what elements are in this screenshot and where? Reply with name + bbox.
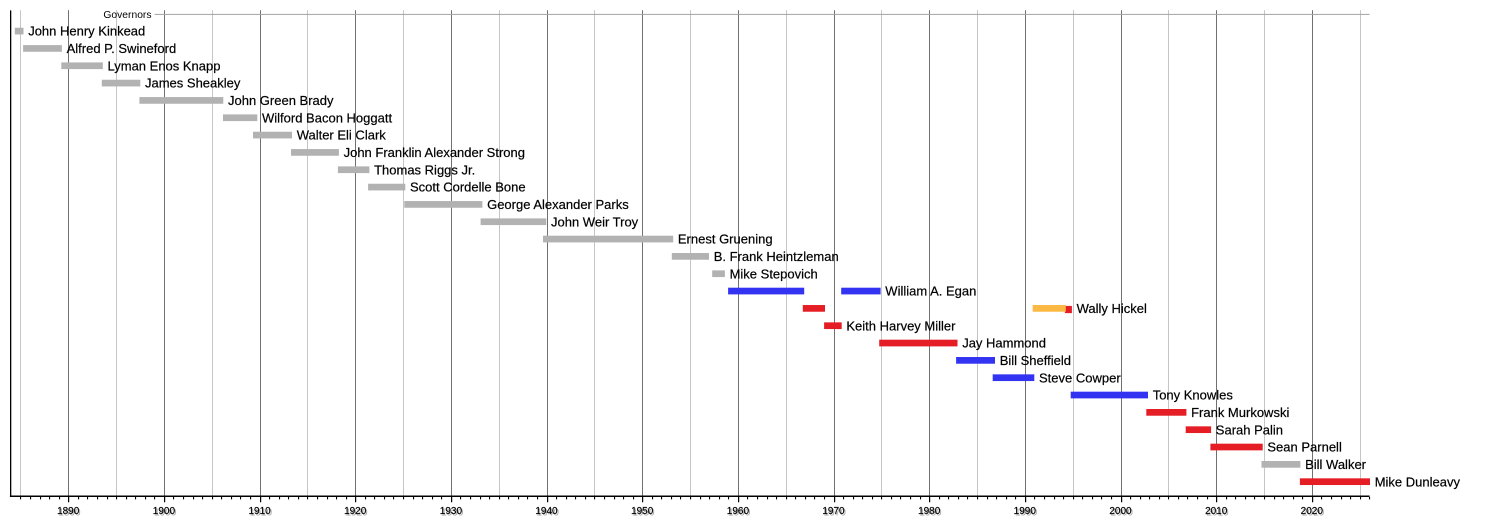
svg-text:1980: 1980 [918, 506, 941, 516]
svg-text:1920: 1920 [344, 506, 367, 516]
svg-text:Lyman Enos Knapp: Lyman Enos Knapp [108, 58, 221, 73]
svg-text:Bill Sheffield: Bill Sheffield [1000, 353, 1071, 368]
svg-text:John Green Brady: John Green Brady [228, 93, 334, 108]
svg-text:Frank Murkowski: Frank Murkowski [1191, 405, 1289, 420]
svg-text:1930: 1930 [440, 506, 463, 516]
svg-text:Ernest Gruening: Ernest Gruening [678, 232, 773, 247]
svg-text:John Henry Kinkead: John Henry Kinkead [28, 24, 145, 39]
svg-text:1940: 1940 [537, 507, 560, 516]
svg-text:2020: 2020 [1302, 507, 1325, 516]
svg-text:1890: 1890 [58, 507, 81, 516]
svg-text:1960: 1960 [728, 507, 751, 516]
svg-text:William A. Egan: William A. Egan [885, 284, 976, 299]
svg-text:Wally Hickel: Wally Hickel [1077, 301, 1147, 316]
svg-text:1990: 1990 [1015, 507, 1038, 516]
svg-text:Keith Harvey Miller: Keith Harvey Miller [846, 318, 956, 333]
svg-text:2010: 2010 [1205, 506, 1228, 516]
svg-text:Mike Stepovich: Mike Stepovich [730, 266, 818, 281]
svg-text:1950: 1950 [631, 506, 654, 516]
svg-text:1980: 1980 [919, 507, 942, 516]
svg-text:John Franklin Alexander Strong: John Franklin Alexander Strong [344, 145, 525, 160]
svg-text:Thomas Riggs Jr.: Thomas Riggs Jr. [374, 162, 475, 177]
svg-text:1910: 1910 [248, 506, 271, 516]
svg-text:1900: 1900 [153, 506, 176, 516]
svg-text:Alfred P. Swineford: Alfred P. Swineford [67, 41, 177, 56]
svg-text:1940: 1940 [535, 506, 558, 516]
svg-text:1990: 1990 [1014, 506, 1037, 516]
svg-text:Bill Walker: Bill Walker [1305, 457, 1367, 472]
svg-text:2020: 2020 [1301, 506, 1324, 516]
svg-text:Jay Hammond: Jay Hammond [962, 336, 1046, 351]
svg-text:2010: 2010 [1206, 507, 1229, 516]
svg-text:2000: 2000 [1111, 507, 1134, 516]
svg-text:1920: 1920 [345, 507, 368, 516]
svg-text:James Sheakley: James Sheakley [145, 76, 241, 91]
svg-text:1910: 1910 [250, 507, 273, 516]
svg-text:Mike Dunleavy: Mike Dunleavy [1375, 474, 1461, 489]
svg-text:Steve Cowper: Steve Cowper [1039, 370, 1121, 385]
svg-text:B. Frank Heintzleman: B. Frank Heintzleman [714, 249, 839, 264]
svg-text:1970: 1970 [822, 506, 845, 516]
svg-text:Wilford Bacon Hoggatt: Wilford Bacon Hoggatt [262, 110, 392, 125]
svg-text:Tony Knowles: Tony Knowles [1153, 388, 1234, 403]
svg-text:1960: 1960 [727, 506, 750, 516]
svg-text:1930: 1930 [441, 507, 464, 516]
svg-text:Governors: Governors [103, 10, 151, 21]
svg-text:1970: 1970 [824, 507, 847, 516]
svg-text:Sean Parnell: Sean Parnell [1267, 440, 1342, 455]
svg-text:1900: 1900 [154, 507, 177, 516]
svg-text:Walter Eli Clark: Walter Eli Clark [297, 128, 387, 143]
svg-text:1890: 1890 [57, 506, 80, 516]
svg-text:Sarah Palin: Sarah Palin [1216, 422, 1283, 437]
svg-text:John Weir Troy: John Weir Troy [551, 214, 639, 229]
svg-text:2000: 2000 [1109, 506, 1132, 516]
svg-text:Scott Cordelle Bone: Scott Cordelle Bone [410, 180, 526, 195]
svg-text:George Alexander Parks: George Alexander Parks [487, 197, 629, 212]
svg-text:1950: 1950 [632, 507, 655, 516]
